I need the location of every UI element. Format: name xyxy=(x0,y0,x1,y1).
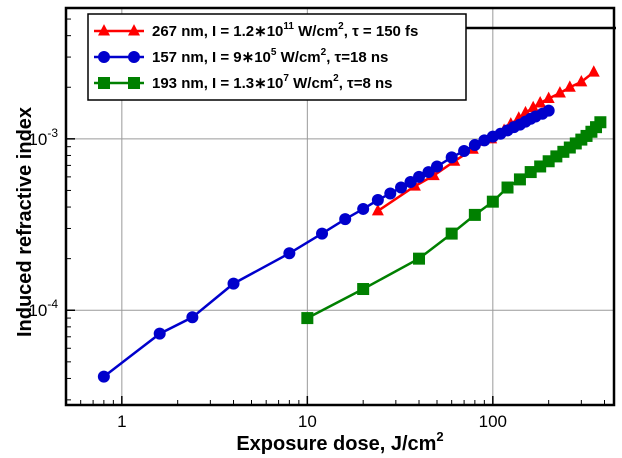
data-point-triangle xyxy=(542,91,555,103)
data-point-triangle xyxy=(128,24,140,36)
legend-label: 193 nm, I = 1.3∗107 W/cm2, τ=8 ns xyxy=(152,73,393,92)
data-point-circle xyxy=(445,151,458,164)
data-point-square xyxy=(301,312,314,325)
data-point-circle xyxy=(430,160,443,173)
data-point-circle xyxy=(98,51,110,63)
data-point-square xyxy=(468,208,481,221)
y-tick-label: 10-4 xyxy=(28,297,58,320)
data-point-circle xyxy=(458,144,471,157)
x-tick-label: 100 xyxy=(479,412,507,431)
data-point-square xyxy=(413,252,426,265)
data-point-circle xyxy=(339,213,352,226)
data-point-triangle xyxy=(587,65,600,77)
legend-entry: 267 nm, I = 1.2∗1011 W/cm2, τ = 150 fs xyxy=(94,21,418,40)
data-point-circle xyxy=(186,311,199,324)
data-point-circle xyxy=(384,187,397,200)
axis-ticks: 1 10 100 10-4 10-3 xyxy=(28,18,606,431)
legend-entry: 157 nm, I = 9∗105 W/cm2, τ=18 ns xyxy=(94,47,388,66)
data-point-triangle xyxy=(371,203,384,216)
series-square xyxy=(301,116,607,325)
data-point-triangle xyxy=(534,96,547,108)
data-point-circle xyxy=(422,166,435,179)
legend-label: 267 nm, I = 1.2∗1011 W/cm2, τ = 150 fs xyxy=(152,21,418,40)
data-point-square xyxy=(128,77,140,89)
data-point-square xyxy=(486,195,499,208)
data-point-square xyxy=(98,77,110,89)
data-point-square xyxy=(524,166,537,179)
data-point-square xyxy=(594,116,607,129)
data-point-circle xyxy=(283,247,296,260)
series-layer xyxy=(97,65,607,383)
data-point-square xyxy=(501,181,514,194)
data-point-triangle xyxy=(563,80,576,92)
data-point-circle xyxy=(316,227,329,240)
series-circle xyxy=(97,104,555,383)
y-tick-label: 10-3 xyxy=(28,126,58,149)
data-point-circle xyxy=(371,193,384,206)
legend-box xyxy=(87,13,467,101)
data-point-square xyxy=(445,227,458,240)
data-point-circle xyxy=(413,170,426,183)
data-point-triangle xyxy=(527,100,540,113)
legend-label: 157 nm, I = 9∗105 W/cm2, τ=18 ns xyxy=(152,47,388,66)
data-point-square xyxy=(357,283,370,296)
data-point-triangle xyxy=(575,74,588,87)
x-tick-label: 10 xyxy=(298,412,317,431)
y-axis-label: Induced refractive index xyxy=(14,107,36,337)
data-point-circle xyxy=(227,277,240,290)
data-point-triangle xyxy=(98,24,110,36)
data-point-square xyxy=(513,173,526,186)
data-point-circle xyxy=(395,181,408,194)
data-point-circle xyxy=(97,370,110,383)
data-point-circle xyxy=(468,139,481,152)
legend: 267 nm, I = 1.2∗1011 W/cm2, τ = 150 fs 15… xyxy=(87,13,467,101)
data-point-circle xyxy=(153,327,166,340)
x-tick-label: 1 xyxy=(117,412,126,431)
plot-frame xyxy=(64,6,616,407)
data-point-circle xyxy=(357,202,370,215)
series-line xyxy=(103,109,550,378)
data-point-triangle xyxy=(553,86,566,98)
data-point-circle xyxy=(542,104,555,117)
x-axis-label: Exposure dose, J/cm2 xyxy=(236,429,443,455)
data-point-circle xyxy=(128,51,140,63)
legend-entry: 193 nm, I = 1.3∗107 W/cm2, τ=8 ns xyxy=(94,73,393,92)
